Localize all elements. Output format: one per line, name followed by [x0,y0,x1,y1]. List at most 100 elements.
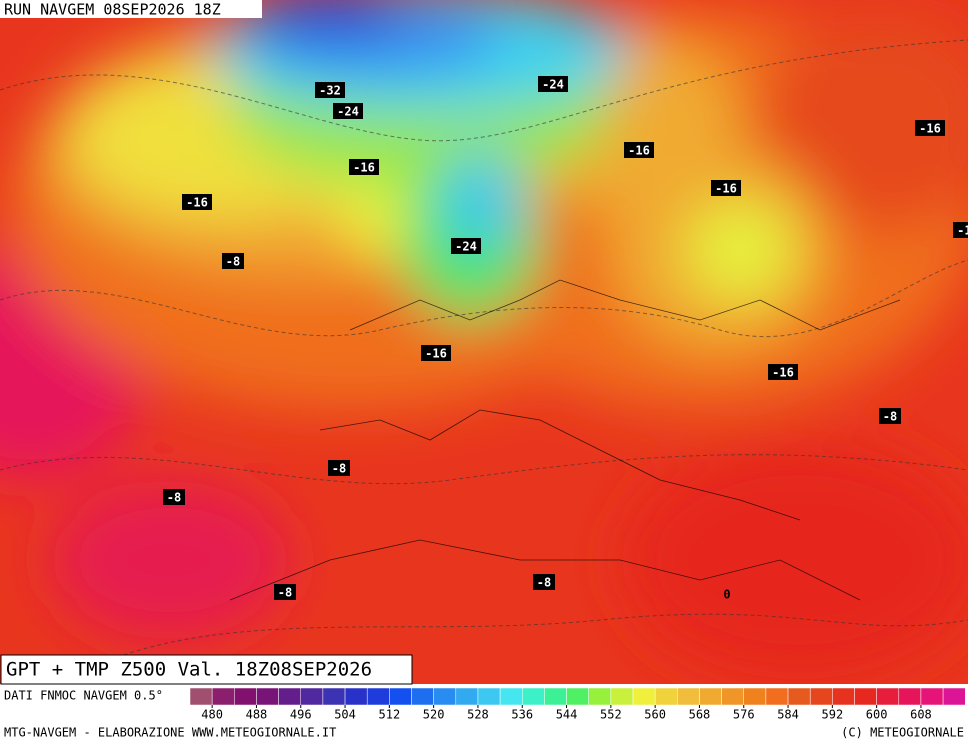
temperature-label: -16 [957,224,968,238]
header-box [0,0,262,18]
colorbar-box [389,687,412,706]
colorbar-tick-label: 544 [556,708,578,722]
colorbar-tick-label: 584 [777,708,799,722]
colorbar-box [300,687,324,706]
temperature-label: -16 [715,182,737,196]
temperature-label: -16 [919,122,941,136]
colorbar-tick-label: 480 [201,708,223,722]
colorbar-box [366,687,390,706]
colorbar-box [189,687,213,706]
label-box [624,142,654,158]
label-box [328,460,350,476]
temperature-label: -24 [337,105,359,119]
colorbar-tick-label: 536 [511,708,533,722]
title: GPT + TMP Z500 Val. 18Z08SEP2026 [6,659,372,681]
label-box [222,253,244,269]
colorbar-box [499,687,523,706]
label-box [915,120,945,136]
colorbar-box [654,687,678,706]
colorbar-box [322,687,346,706]
label-box [349,159,379,175]
map-field [0,0,968,684]
colorbar-box [809,687,833,706]
colorbar-box [588,687,612,706]
colorbar-box [411,687,434,706]
colorbar-box [455,687,479,706]
temperature-label: -24 [455,240,477,254]
footer-right: (C) METEOGIORNALE [841,726,964,740]
label-box [533,574,555,590]
colorbar-tick-label: 608 [910,708,932,722]
temperature-label: -8 [226,255,240,269]
label-box [953,222,968,238]
colorbar-box [765,687,789,706]
colorbar-tick-label: 568 [689,708,711,722]
colorbar-box [942,687,966,706]
colorbar-box [787,687,811,706]
colorbar-box [677,687,700,706]
run-label: RUN NAVGEM 08SEP2026 18Z [4,1,221,19]
temperature-label: -32 [319,84,341,98]
colorbar-tick-label: 512 [379,708,401,722]
colorbar-box [544,687,567,706]
label-box [163,489,185,505]
colorbar-tick-label: 488 [246,708,268,722]
temperature-label: -16 [186,196,208,210]
colorbar-box [278,687,302,706]
colorbar-tick-label: 576 [733,708,755,722]
colorbar-tick-label: 496 [290,708,312,722]
colorbar-box [920,687,944,706]
colorbar-box [433,687,457,706]
colorbar-tick-label: 528 [467,708,489,722]
colorbar-tick-label: 592 [822,708,844,722]
label-box [421,345,451,361]
colorbar-tick-label: 560 [644,708,666,722]
colorbar-box [211,687,235,706]
title-box [0,654,413,685]
colorbar-box [898,687,922,706]
colorbar-box [699,687,722,706]
colorbar-box [256,687,279,706]
temperature-label: -16 [425,347,447,361]
temperature-label: -8 [278,586,292,600]
colorbar-box [234,687,257,706]
label-box [315,82,345,98]
label-box [538,76,568,92]
colorbar-box [876,687,900,706]
colorbar-box [477,687,501,706]
colorbar-box [721,687,744,706]
temperature-label: -8 [167,491,181,505]
colorbar-tick-label: 520 [423,708,445,722]
label-box [333,103,363,119]
colorbar-box [832,687,855,706]
label-box [879,408,901,424]
colorbar-box [854,687,877,706]
colorbar-tick-label: 552 [600,708,622,722]
source-label: DATI FNMOC NAVGEM 0.5° [4,689,163,703]
colorbar-box [743,687,767,706]
colorbar: 480 488 496 504 512 520 528 536 544 552 560 568 576 5… [189,687,966,722]
temperature-labels: -32 -24 -24 -16 -16 -16 -16 -16 -8 -24 -16 -16 -16 -8… [163,76,968,602]
temperature-label: -8 [332,462,346,476]
colorbar-tick-label: 504 [334,708,356,722]
colorbar-box [344,687,368,706]
label-box [182,194,212,210]
colorbar-box [566,687,589,706]
temperature-label: -16 [628,144,650,158]
colorbar-box [632,687,656,706]
footer-left: MTG-NAVGEM - ELABORAZIONE WWW.METEOGIORN… [4,726,336,740]
label-box [451,238,481,254]
label-box [711,180,741,196]
colorbar-box [610,687,634,706]
label-box [274,584,296,600]
colorbar-tick-label: 600 [866,708,888,722]
colorbar-box [522,687,545,706]
temperature-label: -24 [542,78,564,92]
temperature-label: -8 [537,576,551,590]
temperature-label: -8 [883,410,897,424]
temperature-label: 0 [723,588,730,602]
label-box [768,364,798,380]
temperature-label: -16 [353,161,375,175]
